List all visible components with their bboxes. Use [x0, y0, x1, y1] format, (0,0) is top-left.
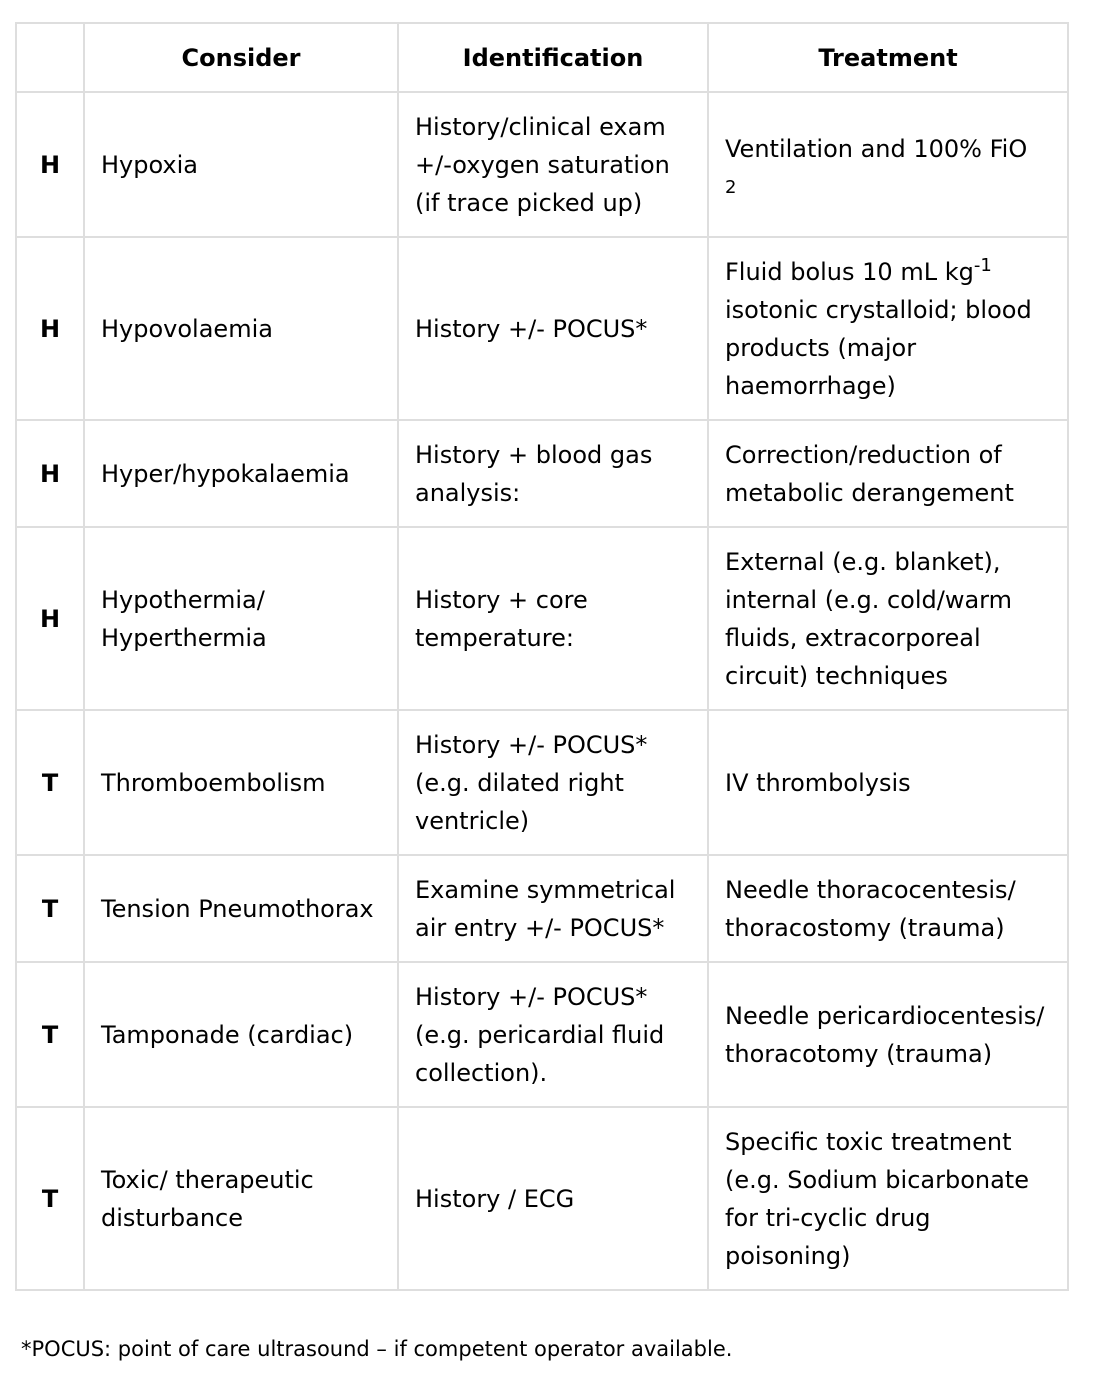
consider-cell: Toxic/ therapeutic disturbance	[83, 1106, 399, 1291]
treatment-text: isotonic crystalloid; blood products (ma…	[725, 295, 1032, 400]
identification-cell: Examine symmetrical air entry +/- POCUS*	[397, 854, 709, 963]
treatment-cell: IV thrombolysis	[707, 709, 1069, 856]
consider-cell: Hypovolaemia	[83, 236, 399, 421]
treatment-cell: Needle pericardiocentesis/ thoracotomy (…	[707, 961, 1069, 1108]
row-letter: H	[15, 526, 85, 711]
consider-cell: Tension Pneumothorax	[83, 854, 399, 963]
treatment-text: Ventilation and 100% FiO	[725, 134, 1028, 163]
header-treatment: Treatment	[707, 22, 1069, 93]
row-letter: H	[15, 419, 85, 528]
treatment-superscript: -1	[973, 254, 992, 276]
identification-cell: History / ECG	[397, 1106, 709, 1291]
table-row: T Tension Pneumothorax Examine symmetric…	[15, 854, 1069, 963]
row-letter: T	[15, 1106, 85, 1291]
identification-cell: History +/- POCUS*	[397, 236, 709, 421]
header-row: Consider Identification Treatment	[15, 22, 1069, 93]
treatment-cell: Correction/reduction of metabolic derang…	[707, 419, 1069, 528]
treatment-cell: Specific toxic treatment (e.g. Sodium bi…	[707, 1106, 1069, 1291]
row-letter: T	[15, 709, 85, 856]
table-row: H Hypoxia History/clinical exam +/-oxyge…	[15, 91, 1069, 238]
treatment-prefix: Fluid bolus 10 mL kg	[725, 257, 974, 286]
treatment-cell: External (e.g. blanket), internal (e.g. …	[707, 526, 1069, 711]
consider-cell: Tamponade (cardiac)	[83, 961, 399, 1108]
treatment-cell: Ventilation and 100% FiO 2	[707, 91, 1069, 238]
table-row: H Hypovolaemia History +/- POCUS* Fluid …	[15, 236, 1069, 421]
treatment-subscript: 2	[725, 176, 737, 198]
hs-and-ts-table: Consider Identification Treatment H Hypo…	[15, 22, 1069, 1291]
table-row: T Toxic/ therapeutic disturbance History…	[15, 1106, 1069, 1291]
row-letter: H	[15, 236, 85, 421]
header-consider: Consider	[83, 22, 399, 93]
header-identification: Identification	[397, 22, 709, 93]
header-letter	[15, 22, 85, 93]
table-row: H Hyper/hypokalaemia History + blood gas…	[15, 419, 1069, 528]
identification-cell: History +/- POCUS* (e.g. pericardial flu…	[397, 961, 709, 1108]
row-letter: H	[15, 91, 85, 238]
consider-cell: Hyper/hypokalaemia	[83, 419, 399, 528]
consider-cell: Hypothermia/ Hyperthermia	[83, 526, 399, 711]
identification-cell: History + blood gas analysis:	[397, 419, 709, 528]
treatment-cell: Fluid bolus 10 mL kg-1 isotonic crystall…	[707, 236, 1069, 421]
identification-cell: History +/- POCUS* (e.g. dilated right v…	[397, 709, 709, 856]
row-letter: T	[15, 854, 85, 963]
table-row: H Hypothermia/ Hyperthermia History + co…	[15, 526, 1069, 711]
table-row: T Tamponade (cardiac) History +/- POCUS*…	[15, 961, 1069, 1108]
footnote: *POCUS: point of care ultrasound – if co…	[21, 1337, 733, 1361]
identification-cell: History/clinical exam +/-oxygen saturati…	[397, 91, 709, 238]
consider-cell: Thromboembolism	[83, 709, 399, 856]
table-row: T Thromboembolism History +/- POCUS* (e.…	[15, 709, 1069, 856]
identification-cell: History + core temperature:	[397, 526, 709, 711]
row-letter: T	[15, 961, 85, 1108]
treatment-cell: Needle thoracocentesis/ thoracostomy (tr…	[707, 854, 1069, 963]
consider-cell: Hypoxia	[83, 91, 399, 238]
